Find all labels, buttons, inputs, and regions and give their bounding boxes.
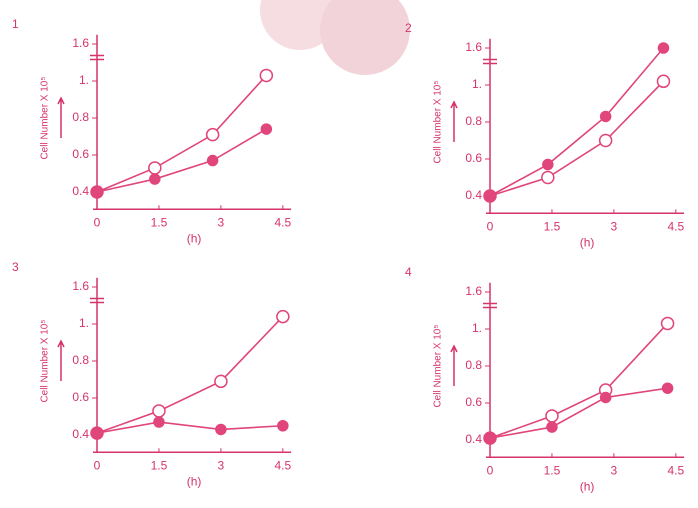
- data-point: [546, 421, 558, 433]
- data-point: [260, 123, 273, 135]
- data-point: [152, 404, 166, 418]
- x-axis-label: (h): [187, 231, 202, 245]
- y-axis-label: Cell Number X 10⁵: [433, 80, 444, 163]
- x-tick-label: 1.5: [151, 458, 168, 472]
- x-tick-label: 0: [94, 458, 101, 472]
- data-point: [660, 316, 675, 331]
- data-point: [259, 68, 274, 83]
- axis-break: [90, 54, 104, 61]
- series-line: [96, 128, 267, 193]
- data-point: [657, 42, 670, 54]
- data-point: [484, 432, 496, 444]
- series-line: [489, 47, 665, 197]
- y-tick-label: 1.: [79, 73, 89, 87]
- x-tick-label: 1.5: [544, 219, 561, 233]
- x-tick-label: 3: [611, 219, 618, 233]
- data-point: [91, 186, 103, 198]
- y-tick-label: 1.6: [465, 40, 482, 54]
- x-tick-label: 1.5: [151, 215, 168, 229]
- data-point: [542, 158, 554, 171]
- y-tick-label: 0.4: [465, 432, 482, 446]
- y-tick-label: 0.8: [465, 358, 482, 372]
- data-point: [545, 409, 559, 423]
- series-line: [489, 322, 669, 439]
- x-tick-label: 4.5: [668, 219, 685, 233]
- y-axis-label: Cell Number X 10⁵: [433, 324, 444, 407]
- y-tick-label: 1.: [472, 321, 482, 335]
- panel-label: 2: [405, 21, 412, 35]
- y-tick-label: 1.: [472, 77, 482, 91]
- x-tick-label: 3: [218, 215, 225, 229]
- series-line: [96, 316, 284, 434]
- y-tick-label: 0.6: [72, 147, 89, 161]
- series-line: [489, 387, 668, 439]
- x-tick-label: 0: [487, 219, 494, 233]
- x-tick-label: 4.5: [668, 463, 685, 477]
- series-line: [96, 421, 283, 434]
- x-axis-label: (h): [580, 235, 595, 249]
- panel-label: 3: [12, 260, 19, 274]
- watermark: [320, 0, 410, 75]
- y-tick-label: 1.: [79, 316, 89, 330]
- data-point: [206, 154, 219, 167]
- series-line: [96, 74, 267, 193]
- data-point: [214, 374, 228, 389]
- x-tick-label: 3: [611, 463, 618, 477]
- y-axis-label: Cell Number X 10⁵: [40, 76, 51, 159]
- data-point: [661, 382, 674, 394]
- y-tick-label: 0.4: [72, 427, 89, 441]
- y-tick-label: 0.8: [72, 110, 89, 124]
- data-point: [149, 173, 161, 185]
- series-line: [489, 80, 665, 197]
- y-tick-label: 0.6: [465, 395, 482, 409]
- axis: [486, 38, 685, 214]
- watermark: [260, 0, 340, 50]
- x-tick-label: 0: [487, 463, 494, 477]
- y-arrow: [57, 339, 65, 381]
- y-arrow: [57, 96, 65, 138]
- x-tick-label: 0: [94, 215, 101, 229]
- data-point: [599, 391, 612, 404]
- x-axis-label: (h): [580, 479, 595, 493]
- y-tick-label: 1.6: [72, 279, 89, 293]
- y-tick-label: 1.6: [465, 284, 482, 298]
- data-point: [205, 127, 220, 142]
- axis: [93, 34, 292, 210]
- data-point: [215, 423, 227, 436]
- x-axis-label: (h): [187, 474, 202, 488]
- axis: [486, 282, 685, 458]
- data-point: [91, 427, 103, 439]
- axis-break: [90, 297, 104, 304]
- y-arrow: [450, 100, 458, 142]
- y-axis-label: Cell Number X 10⁵: [40, 319, 51, 402]
- y-tick-label: 1.6: [72, 36, 89, 50]
- y-arrow: [450, 344, 458, 386]
- y-tick-label: 0.6: [465, 151, 482, 165]
- data-point: [656, 74, 671, 89]
- panel-label: 4: [405, 265, 412, 279]
- axis-break: [483, 302, 497, 309]
- data-point: [148, 161, 162, 175]
- data-point: [277, 420, 289, 432]
- axis: [93, 277, 292, 453]
- x-tick-label: 4.5: [275, 458, 292, 472]
- axis-break: [483, 58, 497, 65]
- data-point: [484, 190, 496, 202]
- data-point: [598, 133, 613, 148]
- y-tick-label: 0.4: [72, 184, 89, 198]
- x-tick-label: 4.5: [275, 215, 292, 229]
- y-tick-label: 0.6: [72, 390, 89, 404]
- data-point: [541, 170, 555, 185]
- y-tick-label: 0.8: [465, 114, 482, 128]
- data-point: [153, 416, 165, 428]
- y-tick-label: 0.4: [465, 188, 482, 202]
- panel-label: 1: [12, 17, 19, 31]
- x-tick-label: 1.5: [544, 463, 561, 477]
- x-tick-label: 3: [218, 458, 225, 472]
- data-point: [599, 110, 612, 123]
- data-point: [276, 309, 290, 324]
- y-tick-label: 0.8: [72, 353, 89, 367]
